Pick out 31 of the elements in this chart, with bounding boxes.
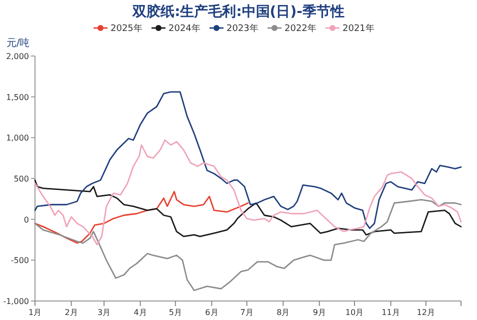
line-series	[34, 190, 249, 244]
y-tick-label: 1,000	[6, 134, 29, 143]
x-tick-label: 7月	[240, 308, 254, 317]
legend-label: 2023年	[226, 23, 258, 34]
x-tick-label: 10月	[345, 308, 364, 317]
x-tick-label: 9月	[312, 308, 326, 317]
x-tick-label: 1月	[28, 308, 42, 317]
y-tick-label: 500	[14, 174, 29, 184]
x-tick-label: 5月	[168, 308, 182, 317]
y-tick-label: -1,000	[3, 297, 29, 306]
x-tick-label: 12月	[416, 308, 435, 317]
x-tick-label: 2月	[64, 308, 78, 317]
legend-label: 2021年	[342, 23, 374, 34]
x-tick-label: 3月	[98, 308, 111, 317]
y-tick-label: 1,500	[6, 92, 29, 102]
line-series	[34, 199, 462, 292]
y-tick-label: 0	[24, 215, 29, 224]
line-series	[34, 91, 462, 230]
legend-label: 2022年	[284, 23, 316, 34]
legend-label: 2024年	[168, 23, 200, 34]
chart-title: 双胶纸:生产毛利:中国(日)-季节性	[132, 3, 344, 20]
x-tick-label: 4月	[134, 308, 147, 317]
y-tick-label: -500	[10, 256, 29, 266]
y-tick-label: 2,000	[6, 52, 29, 61]
y-axis-title: 元/吨	[6, 37, 30, 49]
x-tick-label: 8月	[276, 308, 290, 317]
legend-label: 2025年	[110, 23, 142, 34]
x-tick-label: 6月	[205, 308, 218, 317]
x-tick-label: 11月	[382, 308, 400, 317]
line-series	[34, 139, 462, 246]
line-series	[34, 179, 462, 238]
